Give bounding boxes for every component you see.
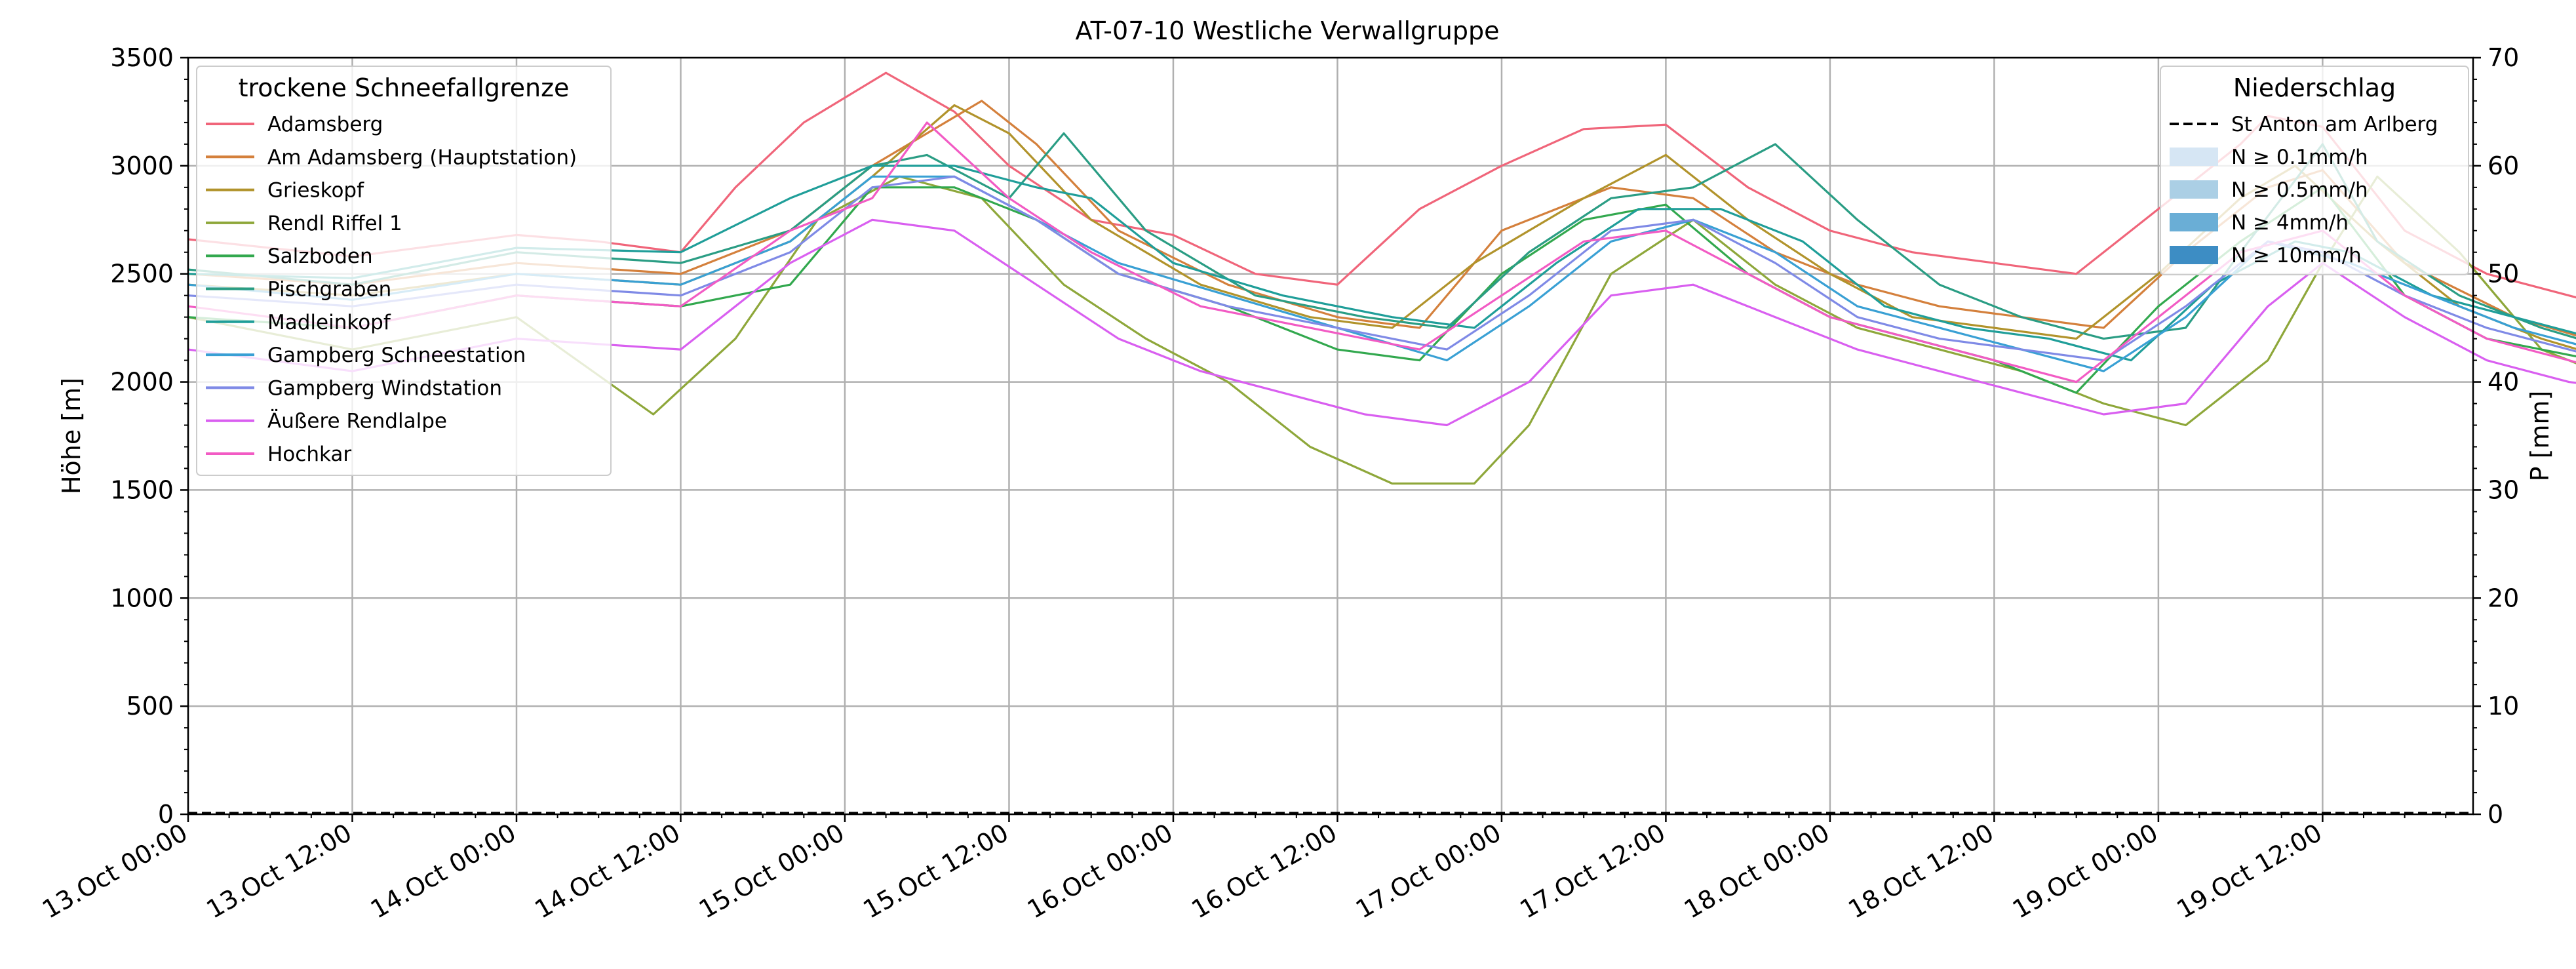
series-line-5 (187, 132, 2576, 340)
legend-right-items: St Anton am Arlberg N ≥ 0.1mm/h N ≥ 0.5mm/… (2170, 113, 2438, 267)
legend-left-label-7: Gampberg Schneestation (267, 344, 526, 367)
y-tick-label-2: 1000 (110, 583, 174, 612)
legend-left-box (196, 66, 612, 476)
series-line-6 (187, 165, 2576, 362)
y-tick-label-7: 3500 (110, 43, 174, 72)
x-tick-label-0: 13.Oct 00:00 (37, 818, 193, 924)
legend-right-box (2160, 66, 2469, 275)
y2-tick-label-6: 60 (2488, 151, 2519, 180)
y-tick-label-0: 0 (158, 800, 174, 829)
y-tick-label-1: 500 (126, 692, 174, 721)
legend-left-label-3: Rendl Riffel 1 (267, 212, 402, 235)
legend-right-swatch-4 (2170, 246, 2218, 264)
x-tick-label-9: 17.Oct 12:00 (1515, 818, 1670, 924)
x-tick-label-10: 18.Oct 00:00 (1679, 818, 1835, 924)
chart-title: AT-07-10 Westliche Verwallgruppe (1076, 16, 1500, 45)
legend-left-label-6: Madleinkopf (267, 311, 391, 334)
y2-axis-label: P [mm] (2526, 391, 2554, 482)
legend-left-label-5: Pischgraben (267, 278, 391, 302)
legend-right-label-2: N ≥ 0.5mm/h (2231, 178, 2368, 202)
legend-left-title: trockene Schneefallgrenze (239, 73, 570, 102)
y2-tick-label-7: 70 (2488, 43, 2519, 72)
legend-left-label-8: Gampberg Windstation (267, 376, 502, 400)
y2-tick-label-5: 50 (2488, 260, 2519, 288)
x-tick-label-8: 17.Oct 00:00 (1351, 818, 1506, 924)
x-tick-label-1: 13.Oct 12:00 (201, 818, 357, 924)
legend-right-label-1: N ≥ 0.1mm/h (2231, 146, 2368, 169)
legend-left-label-9: Äußere Rendlalpe (267, 410, 447, 433)
legend-right-swatch-2 (2170, 180, 2218, 199)
legend-right-label-0: St Anton am Arlberg (2231, 113, 2438, 136)
legend-right-swatch-3 (2170, 213, 2218, 231)
y-tick-label-4: 2000 (110, 368, 174, 397)
y2-tick-label-0: 0 (2488, 800, 2503, 829)
x-tick-label-3: 14.Oct 12:00 (530, 818, 685, 924)
y2-tick-label-4: 40 (2488, 368, 2519, 397)
legend-right-title: Niederschlag (2233, 73, 2396, 102)
x-tick-label-7: 16.Oct 12:00 (1186, 818, 1342, 924)
legend-left-items: Adamsberg Am Adamsberg (Hauptstation) Grie… (206, 113, 577, 466)
y-axis-label: Höhe [m] (57, 378, 86, 494)
y2-tick-label-2: 20 (2488, 583, 2519, 612)
legend-right-label-3: N ≥ 4mm/h (2231, 211, 2349, 235)
series-line-9 (187, 218, 2576, 427)
series-line-2 (187, 104, 2576, 350)
y2-tick-label-1: 10 (2488, 692, 2519, 721)
legend-left: trockene Schneefallgrenze Adamsberg Am Ad… (196, 66, 612, 476)
y-tick-label-3: 1500 (110, 475, 174, 504)
plot-frame (187, 56, 2474, 816)
series-line-10 (187, 121, 2576, 384)
legend-left-label-2: Grieskopf (267, 179, 364, 203)
legend-right: Niederschlag St Anton am Arlberg N ≥ 0.1m… (2160, 66, 2469, 275)
series-line-1 (187, 100, 2576, 337)
legend-left-label-1: Am Adamsberg (Hauptstation) (267, 146, 577, 169)
y2-tick-label-3: 30 (2488, 475, 2519, 504)
legend-right-label-4: N ≥ 10mm/h (2231, 244, 2362, 267)
series-line-7 (187, 175, 2576, 372)
x-tick-label-6: 16.Oct 00:00 (1023, 818, 1178, 924)
x-tick-label-4: 15.Oct 00:00 (694, 818, 849, 924)
y-tick-label-6: 3000 (110, 151, 174, 180)
x-tick-label-2: 14.Oct 00:00 (366, 818, 521, 924)
legend-left-label-0: Adamsberg (267, 113, 383, 136)
legend-left-label-10: Hochkar (267, 443, 351, 466)
series-layer (187, 71, 2576, 485)
x-tick-label-13: 19.Oct 12:00 (2172, 818, 2327, 924)
y-tick-label-5: 2500 (110, 260, 174, 288)
x-tick-label-5: 15.Oct 12:00 (858, 818, 1013, 924)
legend-right-swatch-1 (2170, 148, 2218, 166)
x-tick-label-11: 18.Oct 12:00 (1843, 818, 1999, 924)
series-line-4 (187, 186, 2576, 394)
x-tick-label-12: 19.Oct 00:00 (2008, 818, 2163, 924)
series-line-8 (187, 175, 2576, 362)
series-line-3 (187, 175, 2576, 485)
legend-left-label-4: Salzboden (267, 245, 373, 268)
